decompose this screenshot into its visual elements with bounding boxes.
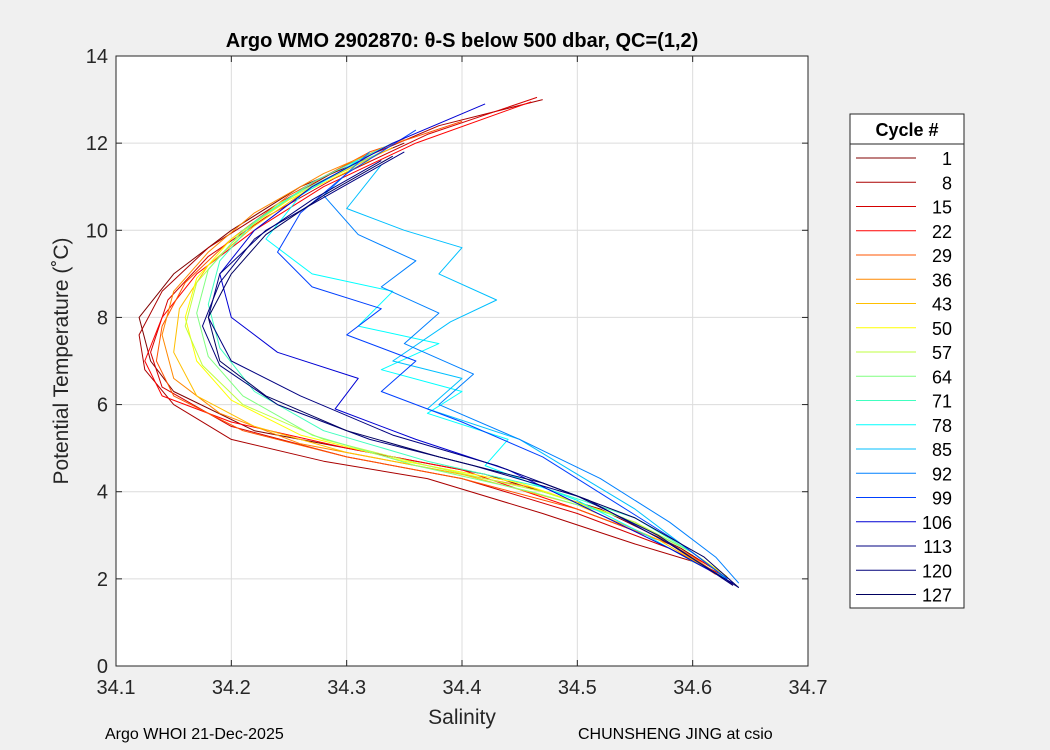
footer-source: Argo WHOI 21-Dec-2025 — [105, 726, 284, 743]
y-tick-label: 2 — [97, 569, 108, 591]
x-axis-label: Salinity — [428, 706, 496, 729]
legend-entry-label: 22 — [932, 222, 952, 242]
legend-entry-label: 15 — [932, 198, 952, 218]
x-tick-label: 34.6 — [673, 677, 712, 699]
legend-entry-label: 99 — [932, 489, 952, 509]
y-tick-label: 4 — [97, 482, 108, 504]
footer-author: CHUNSHENG JING at csio — [578, 726, 773, 743]
legend-entry-label: 78 — [932, 416, 952, 436]
legend-entry-label: 1 — [942, 149, 952, 169]
y-tick-label: 12 — [86, 133, 108, 155]
x-tick-label: 34.5 — [558, 677, 597, 699]
y-axis-label: Potential Temperature (˚C) — [50, 237, 73, 484]
series-line-cycle-64 — [196, 151, 728, 580]
series-line-cycle-92 — [323, 151, 740, 584]
legend-entry-label: 57 — [932, 343, 952, 363]
y-tick-label: 10 — [86, 220, 108, 242]
y-tick-label: 0 — [97, 656, 108, 678]
legend-entry-label: 36 — [932, 270, 952, 290]
x-tick-label: 34.4 — [443, 677, 482, 699]
legend-entry-label: 71 — [932, 392, 952, 412]
legend-entry-label: 113 — [923, 537, 952, 557]
series-line-cycle-106 — [219, 103, 734, 584]
chart-title: Argo WMO 2902870: θ-S below 500 dbar, QC… — [226, 30, 699, 52]
legend-entry-label: 43 — [932, 295, 952, 315]
legend-entry-label: 50 — [932, 319, 952, 339]
legend-box — [849, 113, 965, 609]
series-line-cycle-127 — [207, 155, 740, 588]
legend-entry-label: 127 — [922, 586, 952, 606]
x-tick-label: 34.2 — [212, 677, 251, 699]
legend-entry-label: 29 — [932, 246, 952, 266]
legend-entry-label: 85 — [932, 440, 952, 460]
series-line-cycle-99 — [277, 129, 728, 580]
legend-entry-label: 64 — [932, 367, 952, 387]
legend-title: Cycle # — [875, 120, 938, 140]
legend-entry-label: 8 — [942, 173, 952, 193]
legend-entry-label: 92 — [932, 464, 952, 484]
y-tick-label: 14 — [86, 46, 108, 68]
legend-entry-label: 120 — [922, 561, 952, 581]
series-line-cycle-85 — [346, 164, 728, 580]
x-tick-label: 34.7 — [789, 677, 828, 699]
data-series — [138, 96, 740, 589]
legend: Cycle # 1 8 15 22 29 36 43 50 57 64 71 78 85 92 99 106 1… — [849, 113, 965, 609]
series-line-cycle-22 — [144, 101, 722, 573]
x-tick-label: 34.3 — [327, 677, 366, 699]
axis-ticks: 34.1 34.2 34.3 34.4 34.5 34.6 34.7 0 2 4 6 8 10 12 14 — [86, 46, 828, 699]
series-line-cycle-78 — [265, 160, 728, 580]
y-tick-label: 6 — [97, 395, 108, 417]
series-line-cycle-8 — [138, 99, 728, 580]
series-line-cycle-15 — [150, 96, 722, 575]
legend-entry-label: 106 — [922, 513, 952, 533]
series-line-cycle-120 — [202, 160, 734, 586]
x-tick-label: 34.1 — [97, 677, 136, 699]
y-tick-label: 8 — [97, 307, 108, 329]
